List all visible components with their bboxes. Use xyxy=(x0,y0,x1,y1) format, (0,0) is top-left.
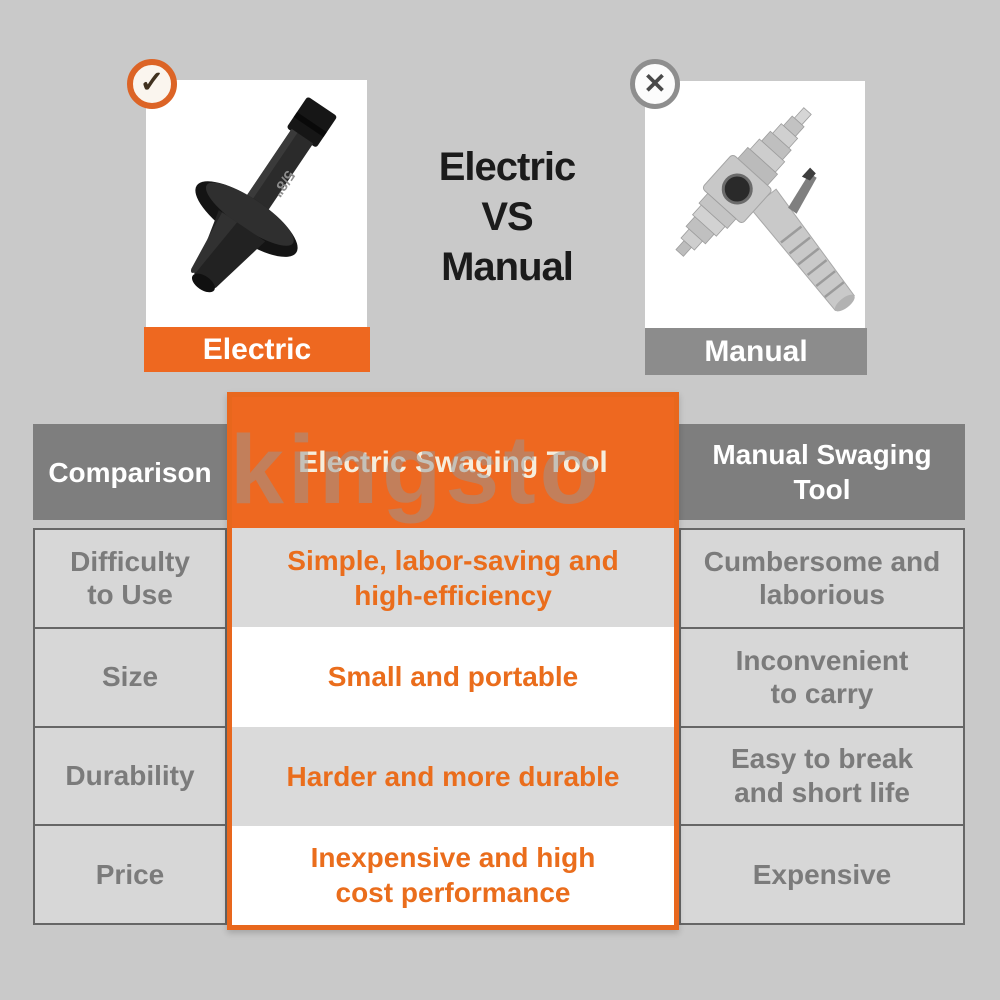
cross-icon: ✕ xyxy=(630,59,680,109)
row-difficulty-electric: Simple, labor-saving and high-efficiency xyxy=(232,528,674,628)
row-size-manual: Inconvenient to carry xyxy=(681,626,963,726)
manual-label: Manual xyxy=(645,328,867,375)
manual-tool-image xyxy=(675,107,855,312)
manual-label-text: Manual xyxy=(704,334,808,368)
row-durability-manual: Easy to break and short life xyxy=(681,725,963,825)
row-price-electric: Inexpensive and high cost performance xyxy=(232,825,674,925)
check-icon: ✓ xyxy=(127,59,177,109)
check-glyph: ✓ xyxy=(139,66,165,99)
aspect-column: Difficulty to Use Size Durability Price xyxy=(33,528,227,925)
row-durability-aspect: Durability xyxy=(35,725,225,825)
electric-tool-image: 5/8" xyxy=(190,97,337,293)
manual-header-text: Manual Swaging Tool xyxy=(712,439,932,505)
electric-label: Electric xyxy=(144,327,370,372)
vs-title: Electric VS Manual xyxy=(382,142,632,292)
electric-column-header: Electric Swaging Tool xyxy=(232,397,674,528)
title-line-vs: VS xyxy=(481,195,533,239)
manual-column: Cumbersome and laborious Inconvenient to… xyxy=(679,528,965,925)
comparison-header-text: Comparison xyxy=(48,456,212,488)
row-difficulty-aspect: Difficulty to Use xyxy=(70,545,190,611)
electric-header-text: Electric Swaging Tool xyxy=(298,445,608,479)
electric-product-box: 5/8" xyxy=(146,80,367,327)
row-durability-electric: Harder and more durable xyxy=(232,726,674,826)
cross-glyph: ✕ xyxy=(643,68,667,99)
row-difficulty-manual: Cumbersome and laborious xyxy=(703,545,941,611)
row-size-electric: Small and portable xyxy=(232,627,674,727)
row-size-aspect: Size xyxy=(35,626,225,726)
title-line-manual: Manual xyxy=(441,245,574,289)
row-price-aspect: Price xyxy=(35,824,225,923)
manual-product-box xyxy=(645,81,865,328)
electric-column-panel: Electric Swaging Tool Simple, labor-savi… xyxy=(227,392,679,930)
row-price-manual: Expensive xyxy=(681,824,963,923)
comparison-column-header: Comparison xyxy=(33,424,227,520)
electric-label-text: Electric xyxy=(202,332,312,366)
manual-column-header: Manual Swaging Tool xyxy=(679,424,965,520)
title-line-electric: Electric xyxy=(438,145,577,189)
